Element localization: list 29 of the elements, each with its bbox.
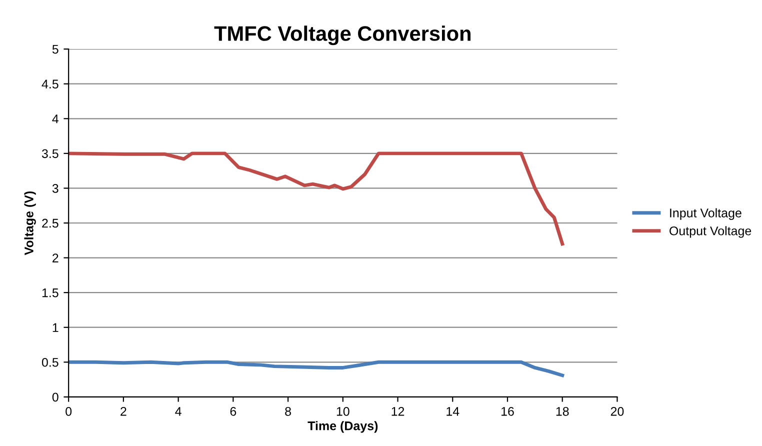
x-axis-title: Time (Days): [308, 421, 378, 433]
y-tick-label: 3: [52, 184, 58, 193]
line-series: [68, 152, 564, 246]
x-tick-label: 16: [501, 406, 514, 416]
y-tick-label: 3.5: [42, 149, 58, 158]
y-tick-label: 2: [52, 254, 58, 262]
x-tick-label: 12: [392, 406, 404, 416]
y-tick-label: 1: [52, 323, 58, 332]
x-tick-label: 4: [175, 407, 182, 416]
x-tick-label: 20: [610, 406, 624, 416]
x-tick-label: 18: [556, 406, 569, 416]
legend-label: Input Voltage: [670, 208, 742, 220]
y-tick-label: 0.5: [42, 358, 58, 367]
y-tick-label: 1.5: [42, 288, 58, 298]
chart-title: TMFC Voltage Conversion: [214, 26, 470, 46]
line-series: [68, 360, 564, 378]
x-tick-label: 6: [230, 406, 236, 416]
y-tick-label: 2.5: [42, 218, 58, 228]
x-tick-label: 10: [336, 406, 350, 416]
legend-label: Output Voltage: [670, 226, 752, 238]
x-tick-label: 0: [66, 406, 72, 416]
y-tick-label: 4.5: [42, 80, 58, 88]
y-tick-label: 0: [52, 392, 58, 402]
x-tick-label: 14: [446, 407, 460, 416]
y-tick-label: 5: [52, 44, 58, 54]
y-tick-label: 4: [52, 114, 58, 124]
x-tick-label: 2: [120, 406, 126, 416]
x-tick-label: 8: [285, 406, 291, 416]
y-axis-title: Voltage (V): [24, 191, 36, 256]
